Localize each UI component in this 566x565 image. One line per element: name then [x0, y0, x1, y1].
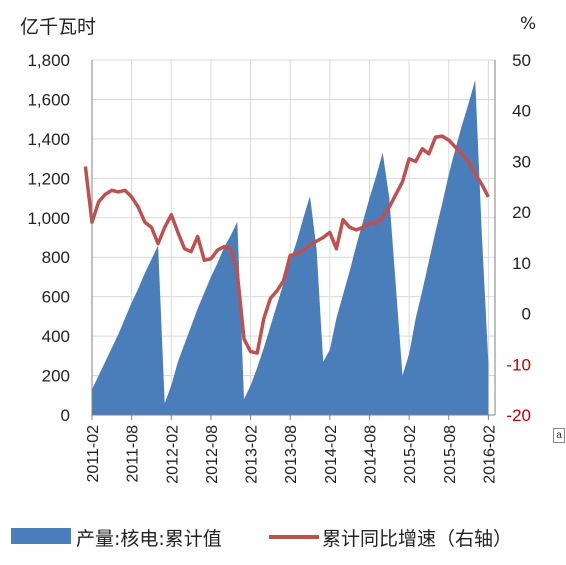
- legend-area-swatch: [11, 528, 71, 544]
- line-series-layer: [83, 134, 490, 355]
- x-tick-label: 2012-08: [204, 425, 221, 484]
- x-tick-label: 2015-08: [442, 425, 459, 484]
- left-axis-tick-labels: 0 200 400 600 800 1,000 1,200 1,400 1,600 1,800: [27, 51, 70, 425]
- x-tick-label: 2013-08: [283, 425, 300, 484]
- left-tick-label: 1,600: [27, 90, 70, 109]
- left-tick-label: 1,200: [27, 169, 70, 188]
- x-tick-label: 2014-02: [323, 425, 340, 484]
- right-tick-label: 30: [512, 152, 531, 171]
- x-axis-tick-labels: 2011-02 2011-08 2012-02 2012-08 2013-02 2013-…: [85, 425, 498, 484]
- left-tick-label: 0: [61, 406, 70, 425]
- chart-legend: 产量:核电:累计值 累计同比增速（右轴）: [0, 522, 566, 552]
- left-tick-label: 400: [42, 327, 70, 346]
- x-tick-label: 2011-08: [125, 425, 142, 483]
- right-tick-label: 20: [512, 203, 531, 222]
- area-series-layer: [92, 79, 489, 415]
- left-tick-label: 200: [42, 367, 70, 386]
- x-tick-label: 2011-02: [85, 425, 102, 483]
- note-marker: a: [553, 428, 565, 443]
- x-tick-label: 2016-02: [481, 425, 498, 484]
- chart-axes: [91, 60, 496, 420]
- right-tick-label: 40: [512, 102, 531, 121]
- area-series-nuclear-output: [92, 79, 489, 415]
- left-tick-label: 1,000: [27, 209, 70, 228]
- line-series-yoy-growth: [83, 134, 490, 355]
- left-tick-label: 800: [42, 248, 70, 267]
- x-tick-label: 2013-02: [244, 425, 261, 484]
- x-tick-label: 2014-08: [363, 425, 380, 484]
- legend-line-label: 累计同比增速（右轴）: [322, 528, 513, 550]
- left-axis-unit: 亿千瓦时: [20, 16, 97, 38]
- legend-line-swatch: [269, 535, 319, 539]
- left-tick-label: 600: [42, 288, 70, 307]
- right-tick-label: 10: [512, 254, 531, 273]
- right-axis-tick-labels: -20 -10 0 10 20 30 40 50: [506, 51, 531, 425]
- left-tick-label: 1,800: [27, 51, 70, 70]
- right-tick-label: -10: [506, 355, 531, 374]
- x-tick-label: 2012-02: [164, 425, 181, 484]
- left-tick-label: 1,400: [27, 130, 70, 149]
- x-tick-label: 2015-02: [402, 425, 419, 484]
- right-axis-unit: %: [520, 14, 537, 34]
- right-tick-label: 50: [512, 51, 531, 70]
- right-tick-label: -20: [506, 406, 531, 425]
- right-tick-label: 0: [522, 305, 531, 324]
- legend-area-label: 产量:核电:累计值: [76, 528, 222, 550]
